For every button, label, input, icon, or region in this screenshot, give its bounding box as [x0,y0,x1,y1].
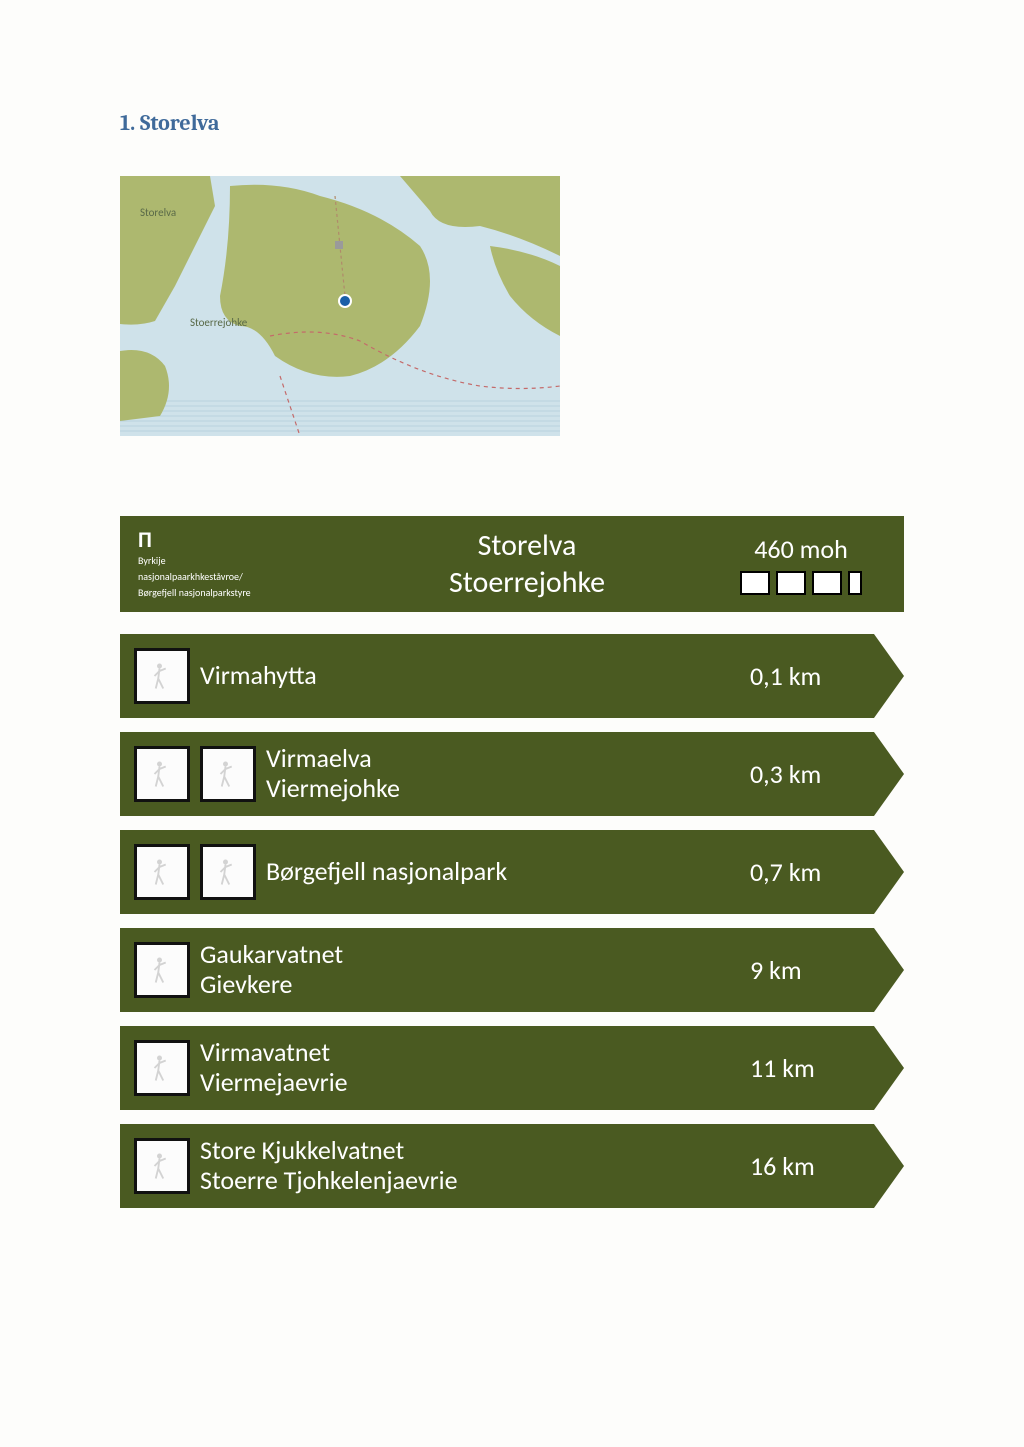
logo-icon: П [138,529,338,551]
elevation-column: 460 moh [716,533,886,595]
sign-body: Store KjukkelvatnetStoerre Tjohkelenjaev… [120,1124,874,1208]
sign-body: Børgefjell nasjonalpark0,7 km [120,830,874,914]
sign-label-primary: Virmavatnet [200,1038,750,1068]
sign-header: П Byrkije nasjonalpaarkhkeståvroe/ Børge… [120,516,904,612]
header-box [740,571,770,595]
sign-body: Virmahytta0,1 km [120,634,874,718]
direction-sign: VirmavatnetViermejaevrie11 km [120,1026,904,1110]
map-label-storelva: Storelva [140,206,176,219]
direction-sign: VirmaelvaViermejohke0,3 km [120,732,904,816]
header-box [848,571,862,595]
sign-body: VirmaelvaViermejohke0,3 km [120,732,874,816]
sign-label-primary: Gaukarvatnet [200,940,750,970]
logo-line2: nasjonalpaarkhkeståvroe/ [138,571,338,583]
header-title-line1: Storelva [338,527,716,564]
sign-block: П Byrkije nasjonalpaarkhkeståvroe/ Børge… [120,516,904,1208]
direction-sign: Børgefjell nasjonalpark0,7 km [120,830,904,914]
sign-labels: Børgefjell nasjonalpark [266,857,750,887]
arrow-head-icon [874,634,904,718]
arrow-head-icon [874,1026,904,1110]
arrow-head-icon [874,928,904,1012]
sign-label-primary: Virmahytta [200,661,750,691]
section-heading: 1. Storelva [120,110,904,136]
sign-labels: GaukarvatnetGievkere [200,940,750,1000]
sign-labels: VirmaelvaViermejohke [266,744,750,804]
logo-line1: Byrkije [138,555,338,567]
sign-distance: 11 km [750,1052,860,1084]
sign-distance: 9 km [750,954,860,986]
sign-labels: Store KjukkelvatnetStoerre Tjohkelenjaev… [200,1136,750,1196]
sign-label-secondary: Stoerre Tjohkelenjaevrie [200,1166,750,1196]
sign-label-primary: Store Kjukkelvatnet [200,1136,750,1166]
signs-container: Virmahytta0,1 km VirmaelvaViermejohke0,3 … [120,634,904,1208]
direction-sign: Virmahytta0,1 km [120,634,904,718]
sign-pictogram [200,746,256,802]
sign-pictogram [134,844,190,900]
logo-line3: Børgefjell nasjonalparkstyre [138,587,338,599]
arrow-head-icon [874,732,904,816]
sign-body: GaukarvatnetGievkere9 km [120,928,874,1012]
sign-pictogram [134,1138,190,1194]
header-box [812,571,842,595]
sign-label-secondary: Gievkere [200,970,750,1000]
page: 1. Storelva Storelva [0,0,1024,1282]
sign-pictogram [134,1040,190,1096]
map-svg: Storelva Stoerrejohke [120,176,560,436]
sign-pictogram [200,844,256,900]
map-label-stoerrejohke: Stoerrejohke [190,316,248,329]
arrow-head-icon [874,1124,904,1208]
sign-label-secondary: Viermejaevrie [200,1068,750,1098]
header-box [776,571,806,595]
sign-distance: 16 km [750,1150,860,1182]
header-icon-boxes [716,571,886,595]
sign-body: VirmavatnetViermejaevrie11 km [120,1026,874,1110]
elevation-text: 460 moh [716,533,886,565]
sign-labels: Virmahytta [200,661,750,691]
sign-pictogram [134,648,190,704]
direction-sign: GaukarvatnetGievkere9 km [120,928,904,1012]
sign-pictogram [134,746,190,802]
map-thumbnail: Storelva Stoerrejohke [120,176,560,436]
sign-label-secondary: Viermejohke [266,774,750,804]
direction-sign: Store KjukkelvatnetStoerre Tjohkelenjaev… [120,1124,904,1208]
sign-distance: 0,3 km [750,758,860,790]
sign-distance: 0,1 km [750,660,860,692]
sign-labels: VirmavatnetViermejaevrie [200,1038,750,1098]
header-title-line2: Stoerrejohke [338,564,716,601]
sign-label-primary: Børgefjell nasjonalpark [266,857,750,887]
sign-label-primary: Virmaelva [266,744,750,774]
arrow-head-icon [874,830,904,914]
sign-distance: 0,7 km [750,856,860,888]
sign-pictogram [134,942,190,998]
logo-column: П Byrkije nasjonalpaarkhkeståvroe/ Børge… [138,529,338,599]
title-column: Storelva Stoerrejohke [338,527,716,601]
